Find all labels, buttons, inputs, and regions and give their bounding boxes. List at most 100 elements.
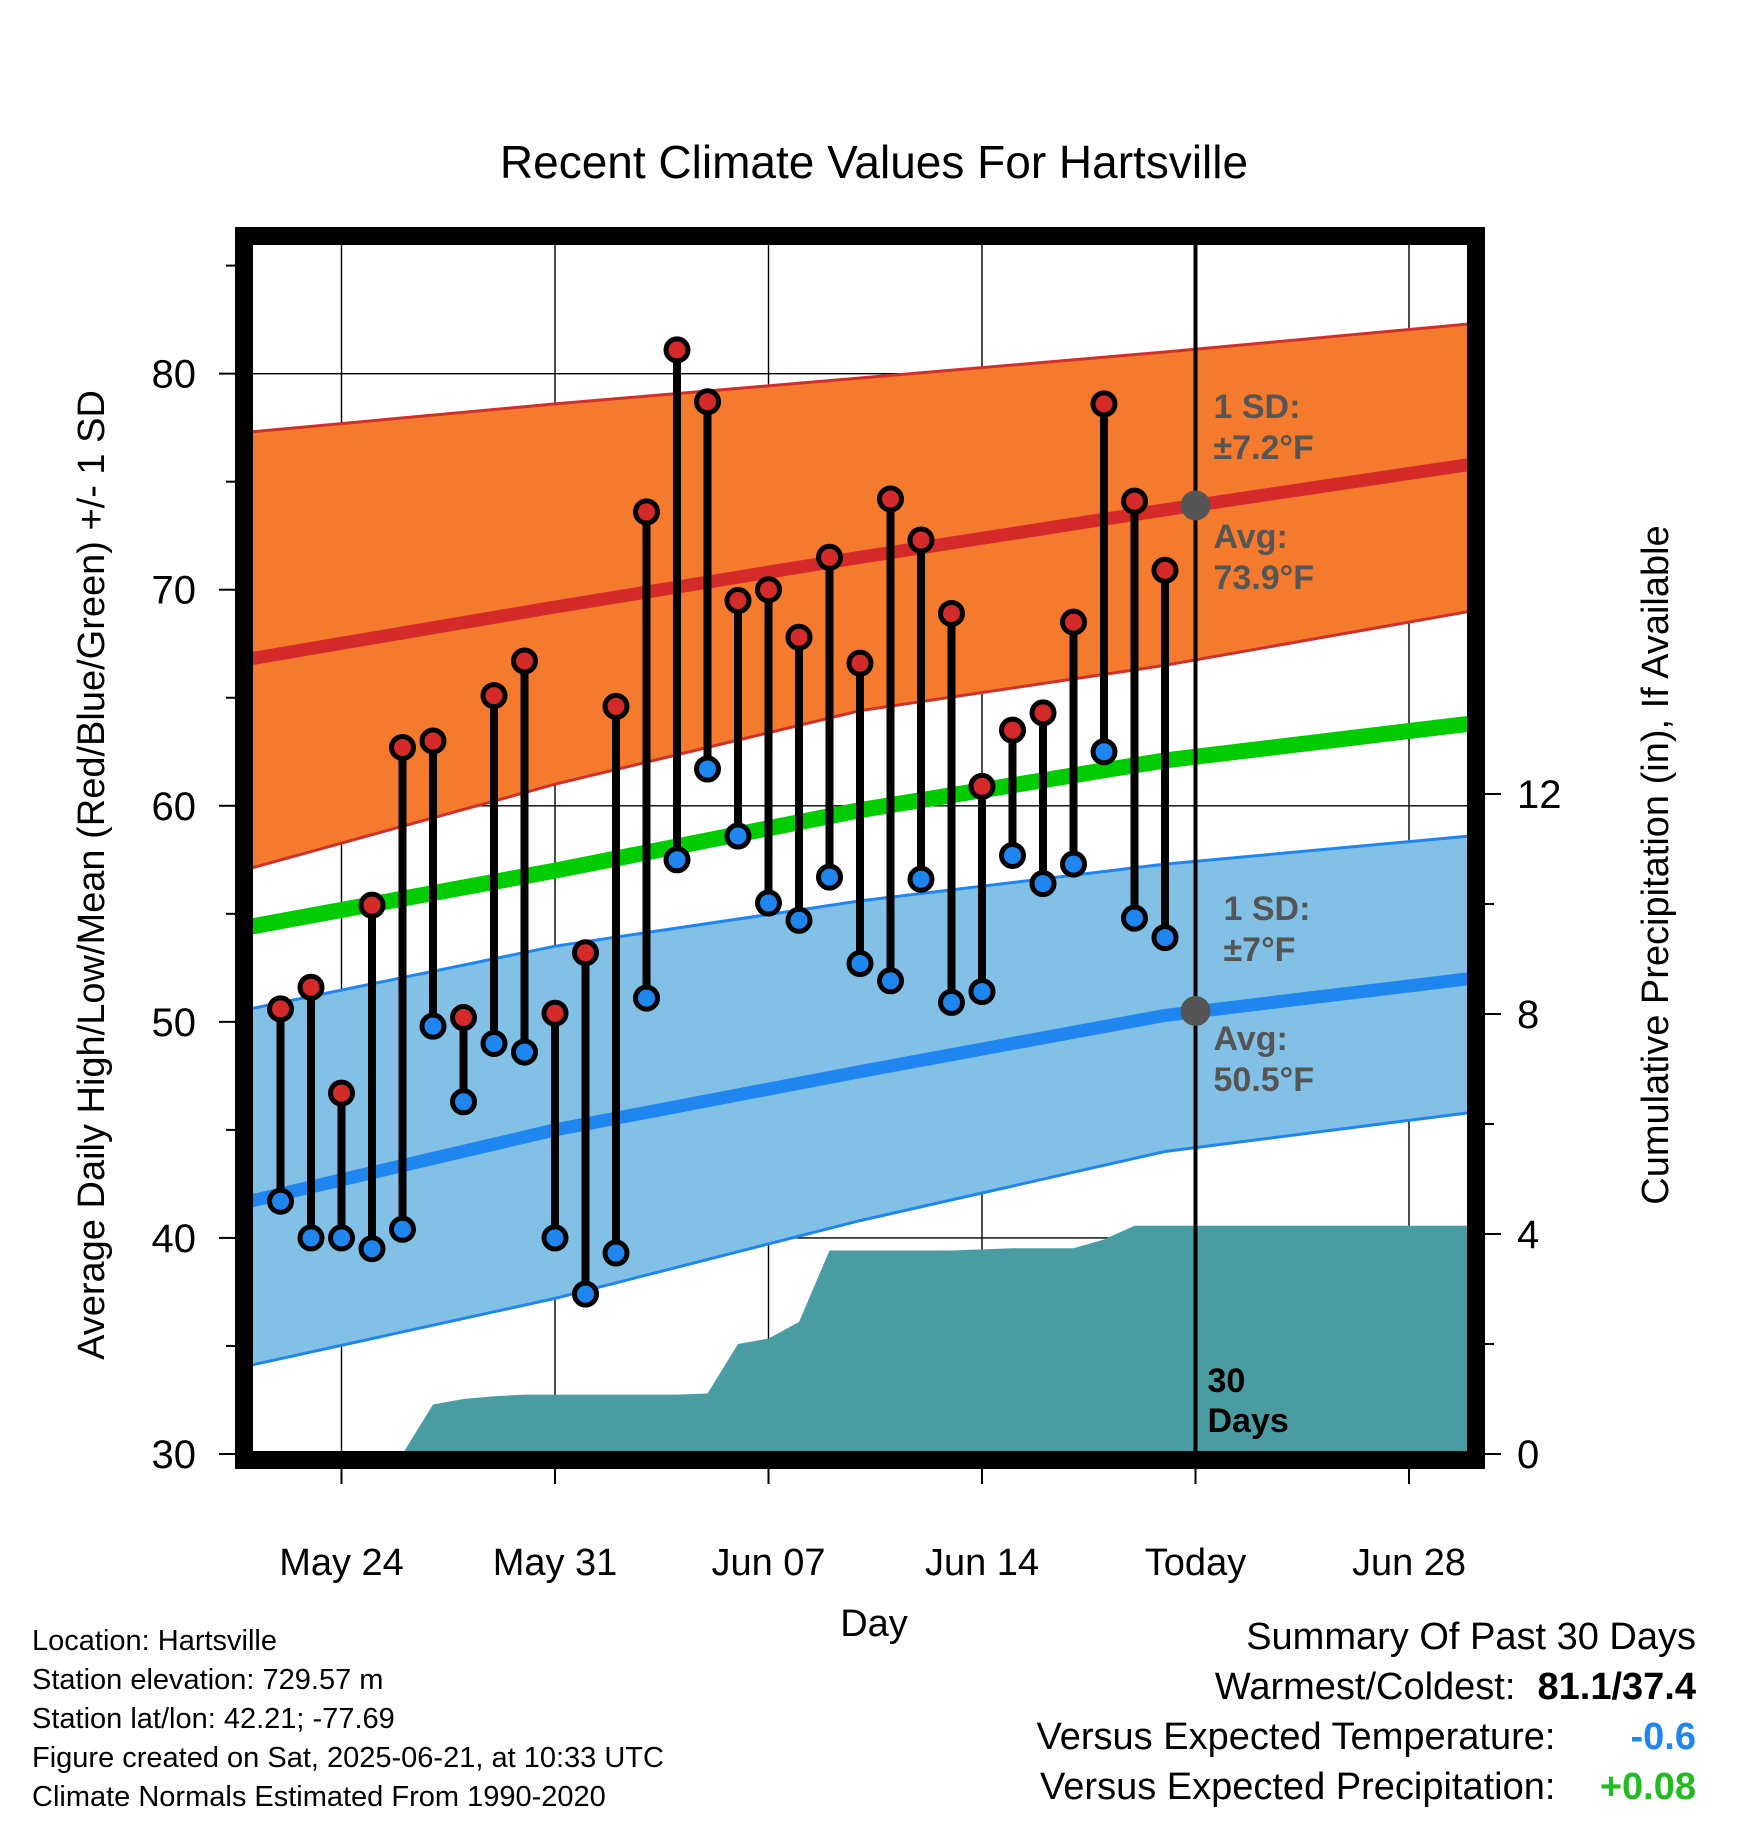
high-avg-annotation-line1: Avg: (1214, 518, 1288, 556)
daily-low-point (358, 1235, 386, 1263)
daily-high-point (511, 647, 538, 675)
warm-cold-value: 81.1/37.4 (1537, 1666, 1696, 1708)
x-tick-label: Jun 07 (711, 1542, 825, 1584)
daily-low-point (267, 1187, 294, 1215)
daily-high-point (602, 692, 630, 720)
today-days-label-word: Days (1208, 1402, 1289, 1440)
daily-high-point (907, 526, 935, 554)
daily-high-point (877, 485, 904, 513)
daily-low-point (572, 1280, 599, 1308)
x-tick-label: Today (1145, 1542, 1246, 1584)
axes: 30 40 50 60 70 80 0 4 8 12 May 24 May 31 Jun 07 Jun 1… (152, 264, 1562, 1584)
x-axis-label: Day (840, 1603, 908, 1645)
daily-high-point (846, 649, 874, 677)
low-avg-annotation-line1: Avg: (1214, 1020, 1288, 1058)
normals-text: Climate Normals Estimated From 1990-2020 (32, 1781, 606, 1813)
daily-high-point (389, 733, 416, 761)
daily-high-point (785, 623, 813, 651)
daily-low-point (724, 822, 752, 850)
summary-warm-cold: Warmest/Coldest: 81.1/37.4 (1037, 1662, 1696, 1712)
summary-panel: Summary Of Past 30 Days Warmest/Coldest:… (1037, 1612, 1696, 1812)
low-sd-annotation-line1: 1 SD: (1224, 890, 1311, 928)
daily-high-point (999, 716, 1026, 744)
daily-low-point (785, 906, 813, 934)
daily-high-point (297, 973, 325, 1001)
elevation-text: Station elevation: 729.57 m (32, 1664, 384, 1696)
daily-high-point (724, 587, 752, 615)
daily-low-point (694, 755, 721, 783)
daily-low-point (938, 988, 965, 1016)
precip-area (250, 1225, 1470, 1454)
y2-tick-label: 12 (1517, 773, 1562, 817)
summary-temp: Versus Expected Temperature: -0.6 (1037, 1712, 1696, 1762)
low-avg-annotation-line2: 50.5°F (1214, 1061, 1315, 1099)
daily-low-point (1090, 738, 1118, 766)
low-avg-today-marker (1180, 996, 1211, 1027)
daily-high-point (450, 1004, 477, 1032)
daily-low-point (602, 1239, 630, 1267)
daily-high-point (541, 999, 569, 1027)
daily-high-point (1060, 608, 1087, 636)
precip-value: +0.08 (1599, 1766, 1696, 1808)
daily-high-point (968, 772, 996, 800)
high-sd-band (250, 323, 1470, 869)
daily-high-point (694, 388, 721, 416)
daily-low-point (297, 1224, 325, 1252)
y-tick-label: 60 (152, 785, 197, 829)
daily-high-point (1151, 556, 1179, 584)
low-avg-line (248, 972, 1471, 1208)
daily-low-point (1151, 924, 1179, 952)
daily-low-point (1060, 850, 1087, 878)
daily-high-point (419, 727, 447, 755)
warm-cold-label: Warmest/Coldest: (1214, 1666, 1516, 1708)
high-sd-annotation-line2: ±7.2°F (1214, 429, 1314, 467)
low-band-lower-edge (249, 1111, 1471, 1367)
daily-high-point (755, 576, 782, 604)
summary-precip: Versus Expected Precipitation: +0.08 (1037, 1762, 1696, 1812)
low-sd-annotation-line2: ±7°F (1224, 931, 1296, 969)
y-tick-label: 30 (152, 1433, 197, 1477)
daily-low-point (755, 889, 782, 917)
daily-high-point (480, 682, 508, 710)
location-text: Location: Hartsville (32, 1625, 277, 1657)
daily-low-point (633, 984, 660, 1012)
high-avg-line (248, 457, 1471, 666)
x-tick-label: May 31 (493, 1542, 618, 1584)
today-days-label-number: 30 (1208, 1362, 1246, 1400)
chart-title: Recent Climate Values For Hartsville (500, 136, 1248, 188)
daily-high-point (633, 498, 660, 526)
high-sd-annotation-line1: 1 SD: (1214, 388, 1301, 426)
temp-label: Versus Expected Temperature: (1036, 1716, 1556, 1758)
y-axis-label: Average Daily High/Low/Mean (Red/Blue/Gr… (71, 390, 113, 1360)
daily-high-point (358, 891, 386, 919)
high-band-upper-edge (249, 322, 1471, 434)
daily-high-point (1090, 390, 1118, 418)
daily-low-point (541, 1224, 569, 1252)
y-tick-label: 40 (152, 1217, 197, 1261)
daily-low-point (450, 1088, 477, 1116)
daily-high-point (1029, 699, 1057, 727)
daily-low-point (389, 1215, 416, 1243)
y2-tick-label: 0 (1517, 1433, 1539, 1477)
daily-high-point (816, 543, 843, 571)
precip-label: Versus Expected Precipitation: (1040, 1766, 1556, 1808)
daily-low-point (846, 950, 874, 978)
high-avg-today-marker (1180, 490, 1211, 521)
daily-low-point (999, 841, 1026, 869)
daily-low-point (511, 1038, 538, 1066)
daily-low-point (419, 1012, 447, 1040)
plot-frame (235, 227, 1485, 1469)
y-tick-label: 80 (152, 353, 197, 397)
daily-low-point (877, 967, 904, 995)
daily-high-point (267, 995, 294, 1023)
x-tick-label: Jun 14 (925, 1542, 1039, 1584)
daily-high-point (328, 1079, 355, 1107)
daily-high-point (572, 939, 599, 967)
daily-low-point (816, 863, 843, 891)
daily-low-point (1029, 870, 1057, 898)
plot-border (235, 227, 1485, 1469)
y-tick-label: 70 (152, 569, 197, 613)
daily-low-point (328, 1224, 355, 1252)
